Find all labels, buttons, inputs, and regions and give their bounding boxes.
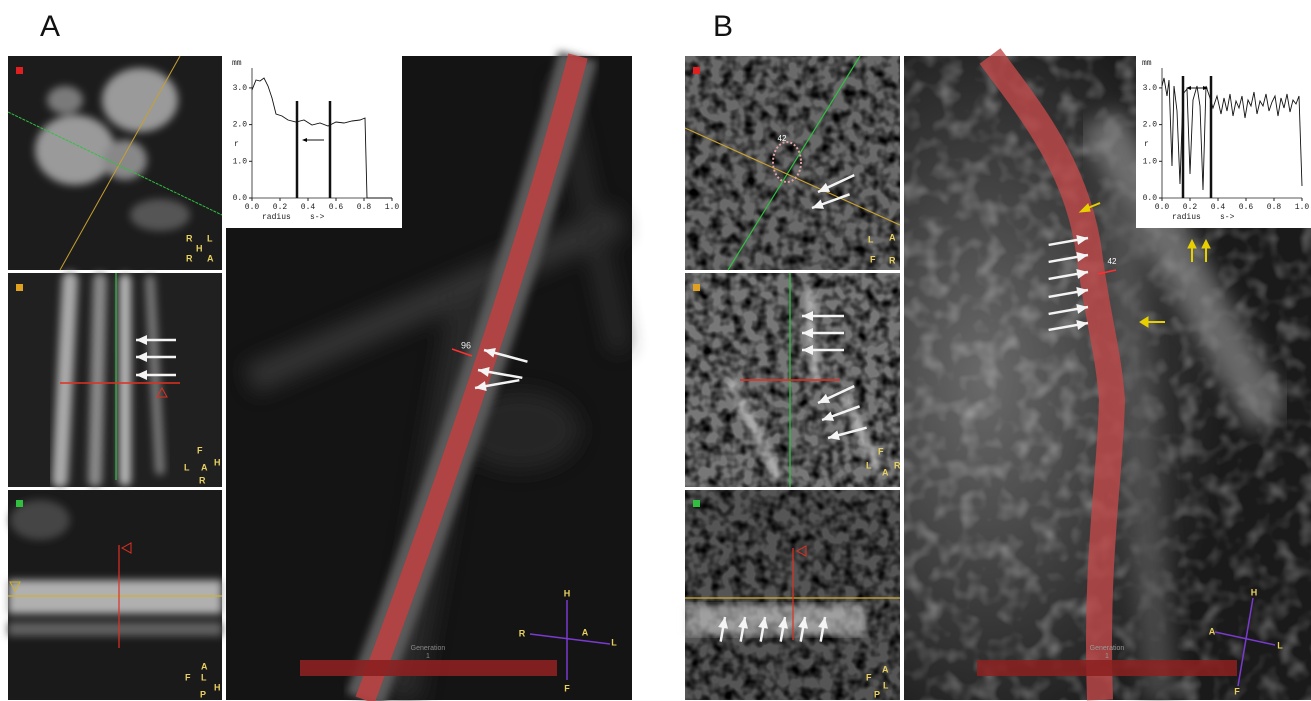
generation-bar [300, 660, 557, 676]
y-axis-label: r [1144, 140, 1149, 149]
orientation: F [185, 672, 191, 682]
orientation: A [207, 253, 214, 263]
x-axis-label: radius [1172, 213, 1201, 222]
y-tick-label: 1.0 [1143, 157, 1158, 166]
x-axis-note: s-> [310, 213, 325, 222]
y-axis-label: r [234, 140, 239, 149]
x-tick-label: 1.0 [1295, 203, 1310, 212]
x-tick-label: 1.0 [385, 203, 400, 212]
orientation: P [874, 689, 880, 699]
orientation: L [207, 233, 213, 243]
generation-text: Generation [1090, 645, 1125, 652]
y-tick-label: 0.0 [233, 194, 248, 203]
compass-label: H [564, 588, 571, 598]
vessel-label: 42 [1108, 257, 1117, 266]
x-tick-label: 0.0 [245, 203, 260, 212]
orientation: L [868, 234, 874, 244]
profile-plot: 0.0 0.2 0.4 0.6 0.8 1.0 0.0 1.0 2.0 3.0 mm r radius s… [1136, 56, 1311, 228]
orientation: A [201, 462, 208, 472]
orientation: R [186, 253, 193, 263]
view-coronal [685, 273, 900, 487]
orientation: H [196, 243, 203, 253]
view-sagittal [8, 490, 222, 700]
orientation: L [201, 672, 207, 682]
compass-label: L [1277, 640, 1283, 650]
orientation: A [201, 661, 208, 671]
y-tick-label: 3.0 [1143, 84, 1158, 93]
orientation: A [882, 467, 889, 477]
generation-number: 1 [426, 653, 430, 660]
orientation: F [197, 445, 203, 455]
y-tick-label: 1.0 [233, 157, 248, 166]
x-tick-label: 0.2 [273, 203, 288, 212]
vessel-label: 96 [461, 340, 471, 350]
orientation: P [200, 689, 206, 699]
vessel-label: 42 [778, 134, 787, 143]
compass-label: F [1234, 686, 1240, 696]
orientation: L [883, 680, 889, 690]
generation-number: 1 [1105, 653, 1109, 660]
y-tick-label: 2.0 [1143, 121, 1158, 130]
view-sagittal [685, 490, 900, 700]
orientation: H [214, 457, 221, 467]
figure: A B R L H R A F L A H R A F L H P 96 [0, 0, 1311, 701]
compass-label: L [611, 637, 617, 647]
compass-label: A [582, 627, 589, 637]
x-tick-label: 0.6 [1239, 203, 1254, 212]
x-tick-label: 0.0 [1155, 203, 1170, 212]
orientation: H [214, 682, 221, 692]
x-tick-label: 0.4 [1211, 203, 1226, 212]
orientation: R [186, 233, 193, 243]
orientation: A [882, 664, 889, 674]
orientation: L [866, 460, 872, 470]
panel-label: B [713, 10, 733, 43]
x-tick-label: 0.4 [301, 203, 316, 212]
orientation: R [889, 255, 896, 265]
y-tick-label: 2.0 [233, 121, 248, 130]
x-tick-label: 0.8 [357, 203, 372, 212]
y-unit: mm [1142, 59, 1152, 68]
x-axis-note: s-> [1220, 213, 1235, 222]
y-unit: mm [232, 59, 242, 68]
page: A B R L H R A F L A H R A F L H P 96 [0, 0, 1311, 701]
orientation: R [894, 460, 901, 470]
x-tick-label: 0.6 [329, 203, 344, 212]
view-coronal [8, 273, 222, 487]
orientation: A [889, 232, 896, 242]
x-axis-label: radius [262, 213, 291, 222]
x-tick-label: 0.8 [1267, 203, 1282, 212]
y-tick-label: 3.0 [233, 84, 248, 93]
orientation: L [184, 462, 190, 472]
profile-plot: 0.0 0.2 0.4 0.6 0.8 1.0 0.0 1.0 2.0 3.0 mm r radius s… [226, 56, 402, 228]
generation-text: Generation [411, 645, 446, 652]
orientation: F [866, 672, 872, 682]
orientation: R [199, 475, 206, 485]
compass-label: F [564, 683, 570, 693]
orientation: F [870, 254, 876, 264]
orientation: F [878, 446, 884, 456]
x-tick-label: 0.2 [1183, 203, 1198, 212]
generation-bar [977, 660, 1237, 676]
compass-label: H [1251, 587, 1258, 597]
compass-label: R [519, 628, 526, 638]
compass-label: A [1209, 626, 1216, 636]
panel-label: A [40, 10, 60, 43]
y-tick-label: 0.0 [1143, 194, 1158, 203]
